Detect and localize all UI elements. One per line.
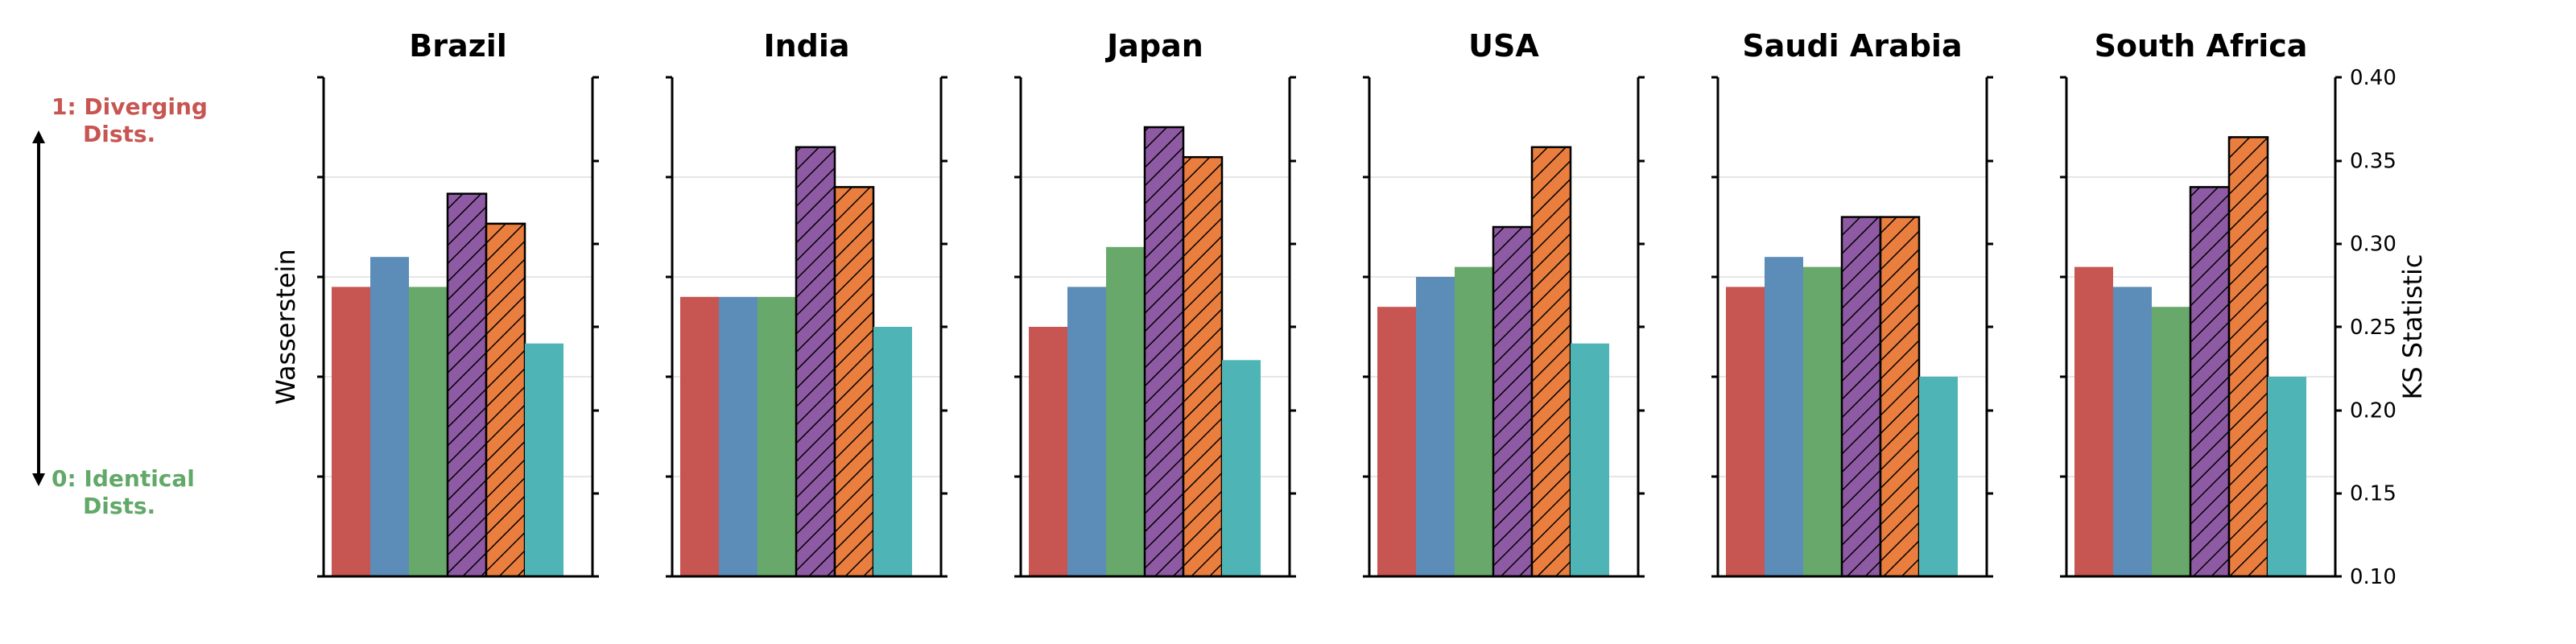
- bar: [2268, 377, 2306, 576]
- bar: [758, 296, 796, 576]
- bar: [1455, 266, 1493, 576]
- right-axis-label: KS Statistic: [2397, 254, 2428, 399]
- bar-hatch: [2229, 137, 2268, 576]
- bar-hatch: [835, 187, 873, 576]
- scale-bottom-label-line2: Dists.: [83, 493, 155, 519]
- bar: [2074, 266, 2113, 576]
- panel-japan: Japan: [1014, 28, 1296, 578]
- right-tick-label: 0.20: [2350, 398, 2396, 423]
- bar: [1919, 377, 1958, 576]
- panel-title: South Africa: [2095, 28, 2308, 64]
- panel-south-africa: South Africa: [2060, 28, 2342, 578]
- right-axis: 0.40 0.35 0.30 0.25 0.20 0.15 0.10: [2350, 66, 2396, 589]
- bar: [332, 287, 370, 576]
- panel-brazil: Brazil: [317, 28, 599, 578]
- bar-hatch: [486, 223, 525, 576]
- bar-hatch: [1880, 217, 1919, 576]
- bar: [2113, 287, 2152, 576]
- right-tick-label: 0.15: [2350, 482, 2396, 506]
- bar: [1029, 327, 1067, 576]
- scale-bottom-label-line1: 0: Identical: [52, 465, 195, 492]
- panel-title: India: [763, 28, 849, 64]
- bar-hatch: [2190, 187, 2229, 576]
- bar: [1222, 360, 1261, 576]
- bar: [409, 287, 448, 576]
- panel-title: Saudi Arabia: [1742, 28, 1962, 64]
- bar: [1377, 307, 1416, 576]
- bar: [370, 257, 409, 576]
- bar: [680, 296, 719, 576]
- bar: [1726, 287, 1765, 576]
- bar-hatch: [1183, 157, 1222, 576]
- scale-top-label-line1: 1: Diverging: [52, 93, 208, 120]
- left-axis-label: Wasserstein: [270, 249, 301, 404]
- right-tick-label: 0.10: [2350, 565, 2396, 589]
- bar-hatch: [1532, 147, 1571, 577]
- panel-title: Japan: [1104, 28, 1203, 64]
- right-tick-label: 0.25: [2350, 316, 2396, 340]
- scale-top-label-line2: Dists.: [83, 121, 155, 147]
- bar: [1106, 246, 1145, 576]
- right-tick-label: 0.40: [2350, 66, 2396, 90]
- bar: [525, 343, 564, 576]
- panel-title: USA: [1468, 28, 1539, 64]
- scale-annotation: 1: Diverging Dists. 0: Identical Dists.: [32, 93, 208, 519]
- panel-india: India: [666, 28, 947, 578]
- panel-title: Brazil: [409, 28, 507, 64]
- bar: [1571, 343, 1609, 576]
- panel-usa: USA: [1363, 28, 1645, 578]
- panels-group: Brazil India Japan USA Saudi Arabia South Afr…: [317, 28, 2342, 578]
- right-tick-label: 0.30: [2350, 233, 2396, 257]
- bar: [1803, 266, 1842, 576]
- bar-hatch: [448, 193, 486, 576]
- panel-saudi-arabia: Saudi Arabia: [1711, 28, 1993, 578]
- bar: [2152, 307, 2190, 576]
- bar-hatch: [1145, 127, 1183, 576]
- right-tick-label: 0.35: [2350, 149, 2396, 173]
- bar: [873, 327, 912, 576]
- bar: [1067, 287, 1106, 576]
- bar-hatch: [1493, 227, 1532, 576]
- bar: [719, 296, 758, 576]
- bar: [1416, 277, 1455, 576]
- bar: [1765, 257, 1803, 576]
- bar-hatch: [1842, 217, 1880, 576]
- bar-hatch: [796, 147, 835, 577]
